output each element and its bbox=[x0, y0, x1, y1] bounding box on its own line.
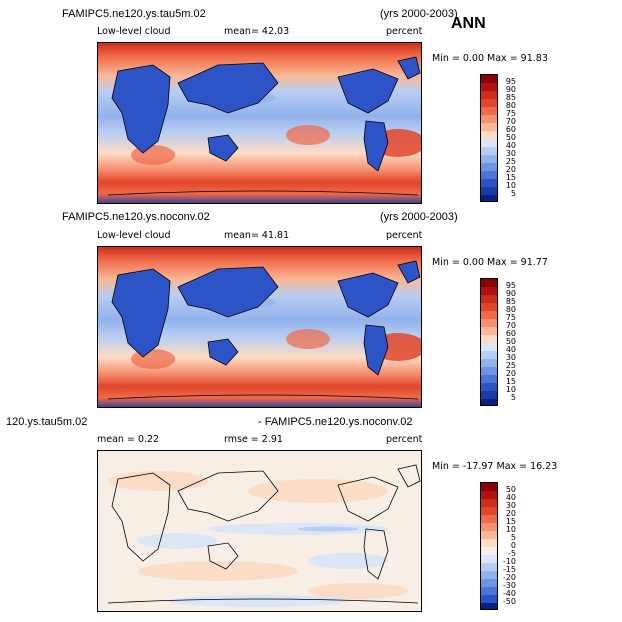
tick-label: 0 bbox=[510, 541, 516, 550]
panel3-units: percent bbox=[386, 434, 423, 445]
panel3-case-title-left: 120.ys.tau5m.02 bbox=[6, 416, 88, 428]
tick-label: 80 bbox=[505, 305, 516, 314]
panel1-colorbar-ticks: 95 90 85 80 75 70 60 50 40 30 25 20 15 1… bbox=[500, 78, 516, 206]
tick-label: 15 bbox=[505, 173, 516, 182]
panel1-case-title: FAMIPC5.ne120.ys.tau5m.02 bbox=[62, 8, 206, 20]
panel1-years: (yrs 2000-2003) bbox=[380, 8, 458, 20]
tick-label: 95 bbox=[505, 77, 516, 86]
tick-label: -50 bbox=[502, 597, 516, 606]
tick-label: 85 bbox=[505, 297, 516, 306]
tick-label: 70 bbox=[505, 321, 516, 330]
tick-label: 5 bbox=[510, 533, 516, 542]
tick-label: 10 bbox=[505, 525, 516, 534]
panel3-map bbox=[97, 450, 422, 612]
tick-label: 15 bbox=[505, 517, 516, 526]
panel3-minmax: Min = -17.97 Max = 16.23 bbox=[432, 461, 558, 472]
tick-label: 40 bbox=[505, 345, 516, 354]
panel2-field-label: Low-level cloud bbox=[97, 230, 171, 241]
tick-label: 20 bbox=[505, 165, 516, 174]
tick-label: -40 bbox=[502, 589, 516, 598]
tick-label: 20 bbox=[505, 509, 516, 518]
panel3-rmse: rmse = 2.91 bbox=[224, 434, 283, 445]
season-label: ANN bbox=[451, 15, 486, 32]
tick-label: 5 bbox=[510, 393, 516, 402]
tick-label: 50 bbox=[505, 337, 516, 346]
panel2-units: percent bbox=[386, 230, 423, 241]
tick-label: -5 bbox=[508, 549, 516, 558]
tick-label: 15 bbox=[505, 377, 516, 386]
tick-label: 40 bbox=[505, 493, 516, 502]
panel2-colorbar-ticks: 95 90 85 80 75 70 60 50 40 30 25 20 15 1… bbox=[500, 282, 516, 410]
tick-label: 80 bbox=[505, 101, 516, 110]
panel2-mean: mean= 41.81 bbox=[224, 230, 290, 241]
tick-label: 85 bbox=[505, 93, 516, 102]
panel1-mean: mean= 42.03 bbox=[224, 26, 290, 37]
tick-label: 50 bbox=[505, 133, 516, 142]
tick-label: 95 bbox=[505, 281, 516, 290]
panel1-units: percent bbox=[386, 26, 423, 37]
tick-label: -15 bbox=[502, 565, 516, 574]
panel3-mean: mean = 0.22 bbox=[97, 434, 160, 445]
tick-label: 60 bbox=[505, 329, 516, 338]
panel1-field-label: Low-level cloud bbox=[97, 26, 171, 37]
tick-label: 40 bbox=[505, 141, 516, 150]
panel3-colorbar-ticks: 50 40 30 20 15 10 5 0 -5 -10 -15 -20 -30… bbox=[496, 486, 516, 614]
tick-label: 30 bbox=[505, 149, 516, 158]
panel2-map bbox=[97, 246, 422, 408]
tick-label: 60 bbox=[505, 125, 516, 134]
tick-label: 25 bbox=[505, 157, 516, 166]
tick-label: 90 bbox=[505, 85, 516, 94]
tick-label: 30 bbox=[505, 353, 516, 362]
panel3-colorbar bbox=[480, 482, 498, 610]
tick-label: 30 bbox=[505, 501, 516, 510]
panel2-case-title: FAMIPC5.ne120.ys.noconv.02 bbox=[62, 211, 210, 223]
tick-label: 75 bbox=[505, 313, 516, 322]
tick-label: 25 bbox=[505, 361, 516, 370]
panel2-years: (yrs 2000-2003) bbox=[380, 211, 458, 223]
panel1-map bbox=[97, 42, 422, 204]
tick-label: 5 bbox=[510, 189, 516, 198]
tick-label: -30 bbox=[502, 581, 516, 590]
panel2-colorbar bbox=[480, 278, 498, 406]
tick-label: -20 bbox=[502, 573, 516, 582]
panel1-minmax: Min = 0.00 Max = 91.83 bbox=[432, 53, 548, 64]
tick-label: 90 bbox=[505, 289, 516, 298]
tick-label: 50 bbox=[505, 485, 516, 494]
panel2-minmax: Min = 0.00 Max = 91.77 bbox=[432, 257, 548, 268]
tick-label: 70 bbox=[505, 117, 516, 126]
tick-label: 10 bbox=[505, 181, 516, 190]
tick-label: 75 bbox=[505, 109, 516, 118]
panel1-colorbar bbox=[480, 74, 498, 202]
panel3-case-title-right: - FAMIPC5.ne120.ys.noconv.02 bbox=[258, 416, 413, 428]
tick-label: 20 bbox=[505, 369, 516, 378]
tick-label: 10 bbox=[505, 385, 516, 394]
tick-label: -10 bbox=[502, 557, 516, 566]
